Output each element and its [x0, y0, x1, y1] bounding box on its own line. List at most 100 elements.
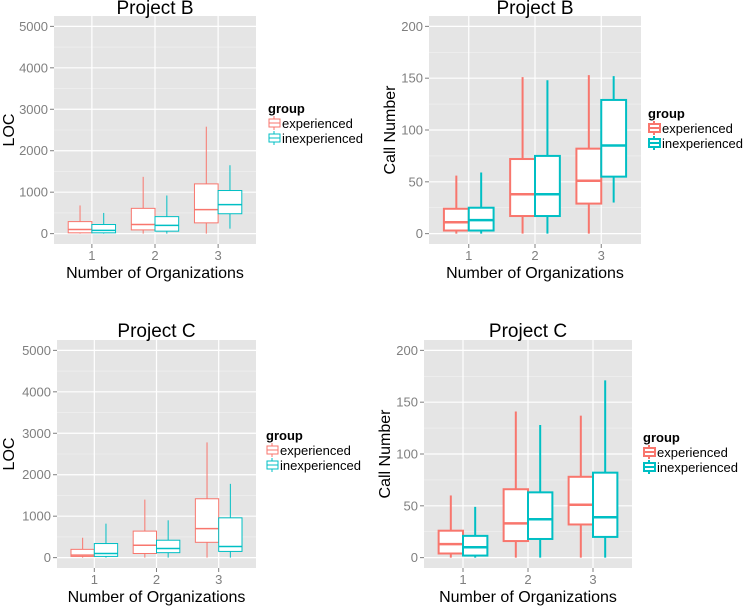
y-tick-label: 150: [401, 71, 423, 86]
chart-panel-1: 0 1000 2000 3000 4000 5000 1 2 3 Project B Number …: [1, 0, 363, 282]
box-experienced-1: [437, 495, 464, 558]
legend-title: group: [266, 428, 303, 443]
legend-key-experienced: [648, 121, 661, 135]
x-tick-label: 3: [215, 572, 222, 587]
y-tick-label: 4000: [22, 384, 51, 399]
iqr-box: [193, 183, 219, 224]
y-tick-label: 4000: [19, 60, 48, 75]
y-tick-label: 0: [44, 550, 51, 565]
box-experienced-3: [567, 415, 594, 558]
y-tick-label: 0: [41, 226, 48, 241]
box-experienced-3: [194, 442, 220, 558]
box-experienced-2: [509, 77, 536, 234]
box-inexperienced-3: [600, 76, 628, 203]
y-tick-label: 100: [396, 447, 418, 462]
x-tick-label: 3: [215, 248, 222, 263]
legend-label: experienced: [657, 445, 728, 460]
y-tick-label: 1000: [19, 185, 48, 200]
box-inexperienced-2: [527, 424, 554, 558]
x-tick-label: 1: [88, 248, 95, 263]
iqr-box: [132, 530, 157, 554]
x-axis-title: Number of Organizations: [446, 265, 624, 282]
x-tick-label: 2: [524, 572, 531, 587]
legend-key-inexperienced: [648, 136, 661, 150]
iqr-box: [575, 147, 603, 205]
iqr-box: [509, 158, 536, 218]
legend-key-experienced: [643, 445, 656, 459]
legend-key-inexperienced: [643, 460, 656, 474]
y-tick-label: 5000: [19, 19, 48, 34]
iqr-box: [600, 98, 628, 178]
iqr-box: [218, 517, 243, 552]
x-tick-label: 1: [465, 248, 472, 263]
y-tick-label: 200: [396, 343, 418, 358]
y-tick-label: 150: [396, 395, 418, 410]
box-inexperienced-1: [467, 172, 495, 234]
chart-panel-4: 0 50 100 150 200 1 2 3 Project C Number of Organi…: [377, 321, 738, 606]
legend-label: experienced: [662, 121, 733, 136]
box-inexperienced-3: [217, 165, 243, 229]
x-tick-label: 1: [91, 572, 98, 587]
legend-key-inexperienced: [268, 131, 281, 145]
legend-title: group: [643, 430, 680, 445]
y-tick-label: 0: [411, 550, 418, 565]
box-inexperienced-2: [156, 520, 181, 558]
iqr-box: [67, 221, 93, 234]
legend-title: group: [648, 106, 685, 121]
legend-label: experienced: [280, 443, 351, 458]
y-tick-label: 3000: [22, 426, 51, 441]
y-tick-label: 5000: [22, 343, 51, 358]
y-axis-title: LOC: [1, 114, 18, 147]
iqr-box: [592, 471, 619, 538]
legend-label: experienced: [282, 116, 353, 131]
x-tick-label: 2: [151, 248, 158, 263]
chart-title: Project C: [489, 321, 567, 342]
box-inexperienced-2: [534, 80, 561, 234]
y-tick-label: 2000: [22, 467, 51, 482]
chart-panel-3: 0 1000 2000 3000 4000 5000 1 2 3 Project C Number …: [1, 321, 361, 606]
iqr-box: [462, 534, 489, 557]
chart-panel-2: 0 50 100 150 200 1 2 3 Project B Number of Organi…: [382, 0, 743, 282]
iqr-box: [154, 216, 180, 232]
y-tick-label: 1000: [22, 509, 51, 524]
y-axis-title: Call Number: [382, 85, 399, 175]
iqr-box: [156, 539, 181, 554]
iqr-box: [93, 543, 119, 557]
y-axis-title: Call Number: [377, 409, 394, 499]
legend-label: inexperienced: [657, 460, 738, 475]
x-axis-title: Number of Organizations: [66, 265, 244, 282]
y-tick-label: 2000: [19, 143, 48, 158]
chart-title: Project C: [117, 321, 195, 342]
y-tick-label: 200: [401, 19, 423, 34]
legend-title: group: [268, 101, 305, 116]
x-tick-label: 2: [531, 248, 538, 263]
iqr-box: [502, 488, 529, 543]
y-tick-label: 50: [404, 498, 418, 513]
chart-title: Project B: [496, 0, 573, 19]
x-tick-label: 3: [589, 572, 596, 587]
legend-key-experienced: [268, 116, 281, 130]
x-axis-title: Number of Organizations: [68, 589, 246, 606]
iqr-box: [527, 491, 554, 540]
iqr-box: [217, 190, 243, 215]
box-experienced-1: [442, 175, 470, 234]
x-tick-label: 2: [153, 572, 160, 587]
iqr-box: [194, 498, 220, 543]
y-tick-label: 100: [401, 123, 423, 138]
x-axis-title: Number of Organizations: [439, 589, 617, 606]
y-tick-label: 50: [409, 174, 423, 189]
box-inexperienced-1: [462, 506, 489, 558]
legend-label: inexperienced: [280, 458, 361, 473]
x-tick-label: 3: [598, 248, 605, 263]
box-inexperienced-1: [93, 523, 119, 558]
iqr-box: [91, 224, 117, 234]
legend-key-inexperienced: [266, 458, 279, 472]
iqr-box: [534, 154, 561, 218]
iqr-box: [130, 207, 156, 231]
chart-title: Project B: [116, 0, 193, 19]
